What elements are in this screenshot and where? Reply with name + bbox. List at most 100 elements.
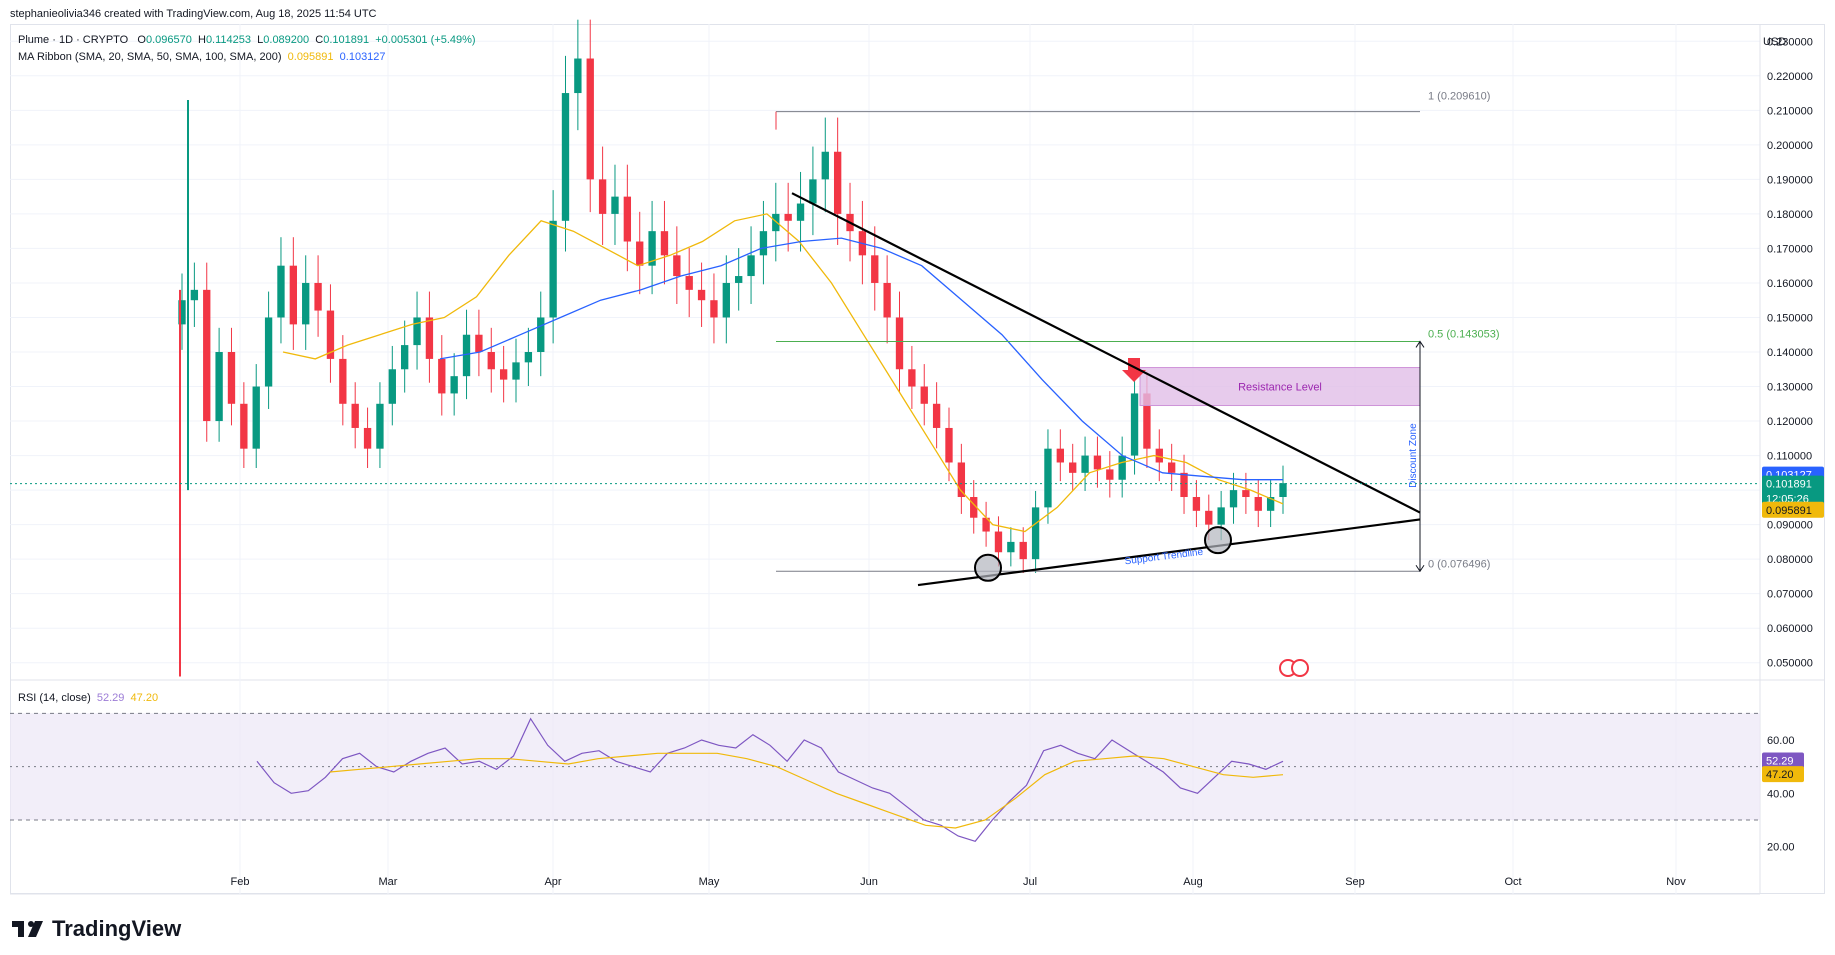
candle-body <box>462 334 471 377</box>
candle-body <box>1118 455 1126 480</box>
rsi-label[interactable]: RSI (14, close) <box>18 692 91 704</box>
low-value: 0.089200 <box>263 34 310 46</box>
tradingview-logo[interactable]: TradingView <box>12 916 181 942</box>
candle-body <box>277 265 285 318</box>
candle-body <box>351 403 359 428</box>
time-axis-label: Apr <box>544 876 561 888</box>
candle-body <box>1130 393 1139 456</box>
close-price-tag-bg <box>1762 475 1824 508</box>
candle-body <box>970 497 978 518</box>
candle-body <box>314 282 322 311</box>
support-trendline-label: Support Trendline <box>1124 547 1204 568</box>
candle-body <box>487 352 495 370</box>
candle-body <box>722 282 730 318</box>
candle-body <box>203 289 211 422</box>
candle-body <box>920 386 928 404</box>
candle-body <box>574 58 582 94</box>
price-axis-tick: 0.170000 <box>1767 243 1813 255</box>
candle-body <box>549 220 557 318</box>
discount-zone-arrowhead <box>1415 340 1425 348</box>
price-axis-tick: 0.140000 <box>1767 347 1813 359</box>
rsi-ma-value: 47.20 <box>130 692 159 704</box>
tradingview-wordmark: TradingView <box>52 916 182 941</box>
candle-body <box>784 213 792 221</box>
candle-body <box>833 151 842 214</box>
price-axis-tick: 0.130000 <box>1767 382 1813 394</box>
candle-body <box>1069 462 1077 473</box>
time-axis-label: Mar <box>379 876 398 888</box>
candle-body <box>1106 469 1114 480</box>
rsi-ma-value-tag-bg <box>1762 766 1804 783</box>
candle-body <box>1081 455 1089 473</box>
rsi-value: 52.29 <box>96 692 125 704</box>
fib-level-05-label: 0.5 (0.143053) <box>1428 328 1500 340</box>
fib-level-0-label: 0 (0.076496) <box>1428 558 1490 570</box>
rsi-axis-tick: 60.00 <box>1767 735 1795 747</box>
time-axis-label: Nov <box>1666 876 1686 888</box>
candle-body <box>1155 448 1163 463</box>
event-flag-icon <box>1291 659 1309 677</box>
candle-body <box>957 462 966 498</box>
open-label: O <box>137 34 146 46</box>
price-axis-tick: 0.160000 <box>1767 278 1813 290</box>
ma20-price-tag-bg <box>1762 501 1824 518</box>
candle-body <box>1192 497 1201 511</box>
change-value: +0.005301 (+5.49%) <box>375 34 476 46</box>
candle-body <box>1279 483 1287 498</box>
price-axis-tick: 0.230000 <box>1767 36 1813 48</box>
candle-body <box>586 58 594 180</box>
candle-body <box>339 358 347 404</box>
price-axis-tick: 0.060000 <box>1767 623 1813 635</box>
candle-body <box>376 403 384 449</box>
candle-body <box>264 317 273 387</box>
price-axis-tick: 0.200000 <box>1767 140 1813 152</box>
currency-label[interactable]: USD <box>1763 36 1787 48</box>
candle-body <box>1056 448 1064 463</box>
candle-body <box>673 255 681 277</box>
candle-body <box>1031 507 1040 560</box>
candle-body <box>190 289 199 301</box>
time-axis-label: Feb <box>231 876 250 888</box>
low-label: L <box>257 34 264 46</box>
candle-body <box>524 352 533 363</box>
candle-body <box>796 203 805 221</box>
candle-body <box>648 231 656 266</box>
fib-level-1-label: 1 (0.209610) <box>1428 91 1490 103</box>
descending-trendline <box>791 192 1421 514</box>
ma20-value: 0.095891 <box>287 51 334 63</box>
candle-body <box>994 531 1003 553</box>
ma-ribbon-label[interactable]: MA Ribbon (SMA, 20, SMA, 50, SMA, 100, S… <box>18 51 282 63</box>
candle-body <box>1044 448 1052 508</box>
candle-body <box>388 369 396 404</box>
rsi-value-tag-bg <box>1762 752 1804 769</box>
candle-body <box>1143 393 1151 449</box>
candle-body <box>1093 455 1102 470</box>
candle-body <box>1242 490 1250 498</box>
author-credit: stephanieolivia346 created with TradingV… <box>10 8 377 20</box>
price-axis-tick: 0.090000 <box>1767 520 1813 532</box>
candle-body <box>908 369 916 387</box>
ma-legend: MA Ribbon (SMA, 20, SMA, 50, SMA, 100, S… <box>18 51 386 63</box>
candle-body <box>697 289 706 301</box>
rsi-ma-line <box>329 752 1284 829</box>
candle-body <box>932 403 941 428</box>
candle-body <box>363 427 372 449</box>
support-trendline <box>917 518 1421 587</box>
candle-body <box>883 282 891 318</box>
ma20-price-tag: 0.095891 <box>1766 505 1812 517</box>
candle-body <box>1205 510 1213 525</box>
candle-body <box>1254 497 1262 511</box>
candle-body <box>772 213 780 232</box>
candle-body <box>871 255 879 283</box>
candle-body <box>326 310 335 359</box>
candle-body <box>1266 497 1275 511</box>
support-touch-marker <box>1204 526 1232 555</box>
symbol-label[interactable]: Plume · 1D · CRYPTO <box>18 34 129 46</box>
candle-body <box>945 427 953 463</box>
price-axis-tick: 0.150000 <box>1767 312 1813 324</box>
candle-body <box>227 352 236 404</box>
price-axis-tick: 0.190000 <box>1767 174 1813 186</box>
time-axis-label: Aug <box>1183 876 1203 888</box>
open-value: 0.096570 <box>145 34 192 46</box>
